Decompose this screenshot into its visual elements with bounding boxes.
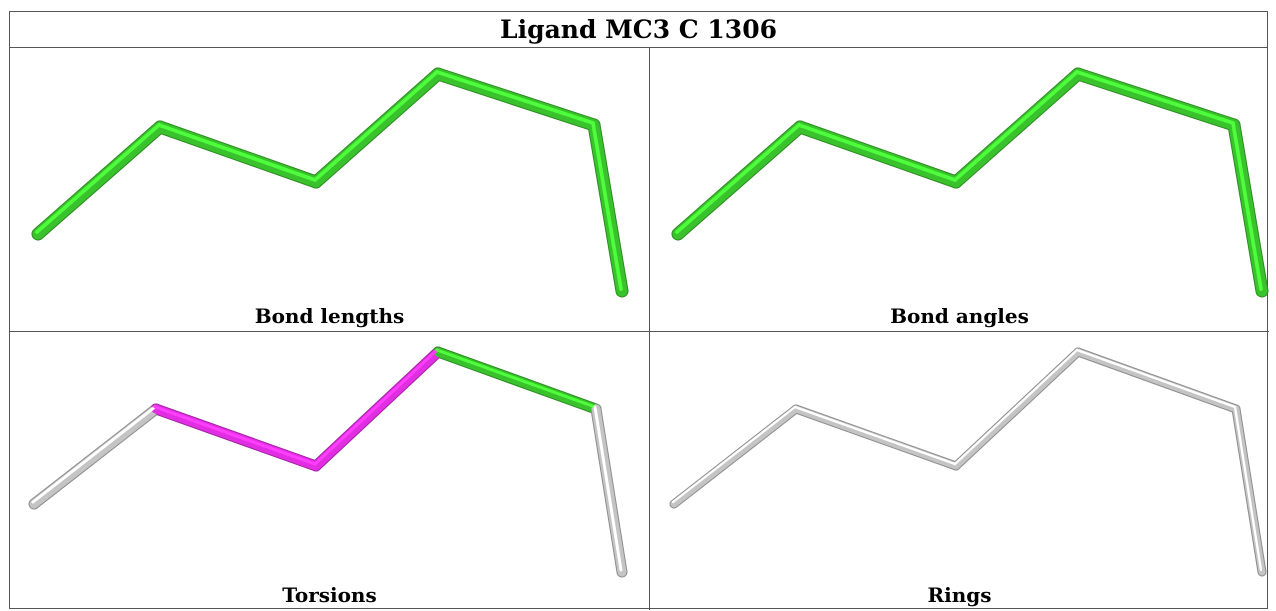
bond-3-highlight [313, 70, 439, 182]
bond-5-highlight [593, 405, 623, 572]
panel-bond-lengths: Bond lengths [10, 48, 650, 332]
molecule-torsions [28, 346, 628, 578]
bond-2-highlight [797, 123, 957, 182]
bond-4 [433, 347, 601, 414]
panel-label-bond-angles: Bond angles [890, 304, 1029, 328]
molecule-bond-lengths [31, 67, 629, 298]
bond-3 [310, 68, 444, 188]
bond-1 [670, 405, 800, 508]
bond-1-highlight [31, 405, 157, 504]
bond-2 [151, 404, 321, 471]
bond-3-highlight [313, 348, 439, 466]
bond-1 [32, 121, 166, 240]
bond-1-highlight [35, 123, 161, 234]
panel-label-torsions: Torsions [282, 583, 377, 607]
bond-4-highlight [1075, 348, 1237, 409]
panel-torsions: Torsions [10, 332, 650, 610]
bond-1 [29, 404, 161, 509]
bond-2 [792, 405, 960, 470]
bond-4-highlight [435, 70, 595, 125]
figure-title: Ligand MC3 C 1306 [10, 12, 1267, 48]
bond-3 [311, 347, 443, 471]
bond-3 [952, 348, 1082, 470]
bond-4-highlight [1075, 70, 1235, 125]
bond-3 [950, 68, 1084, 188]
molecule-rings [669, 347, 1267, 577]
bond-5-highlight [1231, 121, 1263, 291]
bond-4-highlight [435, 348, 597, 409]
bond-3-highlight [953, 70, 1079, 182]
bond-1-highlight [671, 405, 797, 504]
bond-5-highlight [591, 121, 623, 291]
bond-1-highlight [675, 123, 801, 234]
molecule-bond-angles [671, 67, 1269, 298]
bond-2-highlight [157, 123, 317, 182]
panel-label-bond-lengths: Bond lengths [254, 304, 405, 328]
validation-figure-frame: Ligand MC3 C 1306 Bond lengths Bond angl… [9, 11, 1269, 610]
bond-3-highlight [953, 348, 1079, 466]
bond-4 [1074, 348, 1240, 413]
bond-2-highlight [793, 405, 957, 466]
panel-label-rings: Rings [927, 583, 992, 607]
panel-rings: Rings [650, 332, 1269, 610]
bond-1 [672, 121, 806, 240]
panel-bond-angles: Bond angles [650, 48, 1269, 332]
bond-2-highlight [153, 405, 317, 466]
bond-5-highlight [1233, 405, 1263, 572]
